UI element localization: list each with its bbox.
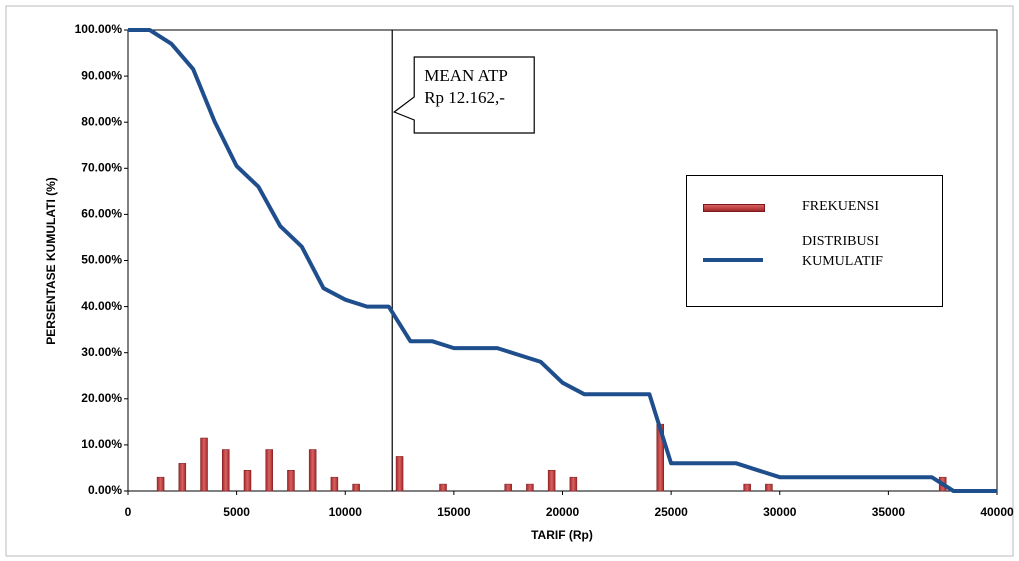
y-tick-label: 90.00% <box>81 68 122 82</box>
bar <box>352 483 360 492</box>
bar <box>547 470 556 492</box>
bar <box>526 483 534 492</box>
line <box>128 28 997 493</box>
y-axis-title: PERSENTASE KUMULATI (%) <box>44 177 58 345</box>
legend-label: FREKUENSI <box>802 199 880 214</box>
y-tick-label: 40.00% <box>81 299 122 313</box>
x-tick-label: 5000 <box>223 505 250 519</box>
legend-swatch <box>703 204 765 212</box>
y-tick-label: 80.00% <box>81 114 122 128</box>
y-tick-label: 50.00% <box>81 253 122 267</box>
bar <box>243 470 252 492</box>
y-tick-label: 10.00% <box>81 437 122 451</box>
bar <box>569 476 578 492</box>
legend: FREKUENSI DISTRIBUSI KUMULATIF <box>686 175 943 307</box>
bar <box>504 483 512 492</box>
bar <box>200 437 208 492</box>
bar <box>265 449 273 492</box>
x-axis-title: TARIF (Rp) <box>531 528 593 542</box>
bar <box>222 449 230 492</box>
bar <box>765 483 773 492</box>
bar <box>287 470 295 492</box>
bar <box>308 449 317 492</box>
y-tick-label: 100.00% <box>75 22 123 36</box>
bar <box>156 476 165 492</box>
bar <box>439 483 447 492</box>
x-tick-label: 40000 <box>980 505 1014 519</box>
annotation-text: Rp 12.162,- <box>424 88 505 107</box>
x-tick-label: 30000 <box>763 505 797 519</box>
y-tick-label: 30.00% <box>81 345 122 359</box>
x-tick-label: 10000 <box>329 505 363 519</box>
legend-label: DISTRIBUSI KUMULATIF <box>802 234 883 269</box>
callout <box>393 56 535 134</box>
x-tick-label: 25000 <box>654 505 688 519</box>
bar <box>743 483 751 492</box>
bar <box>395 456 404 492</box>
x-tick-label: 20000 <box>546 505 580 519</box>
frame <box>5 5 1014 557</box>
bar <box>330 476 339 492</box>
y-tick-label: 20.00% <box>81 391 122 405</box>
y-tick-label: 60.00% <box>81 207 122 221</box>
y-tick-label: 70.00% <box>81 160 122 174</box>
y-tick-label: 0.00% <box>88 483 122 497</box>
annotation-text: MEAN ATP <box>424 66 508 85</box>
x-tick-label: 15000 <box>437 505 471 519</box>
bar <box>178 463 187 492</box>
x-tick-label: 0 <box>125 505 132 519</box>
legend-swatch <box>703 258 763 262</box>
x-tick-label: 35000 <box>872 505 906 519</box>
